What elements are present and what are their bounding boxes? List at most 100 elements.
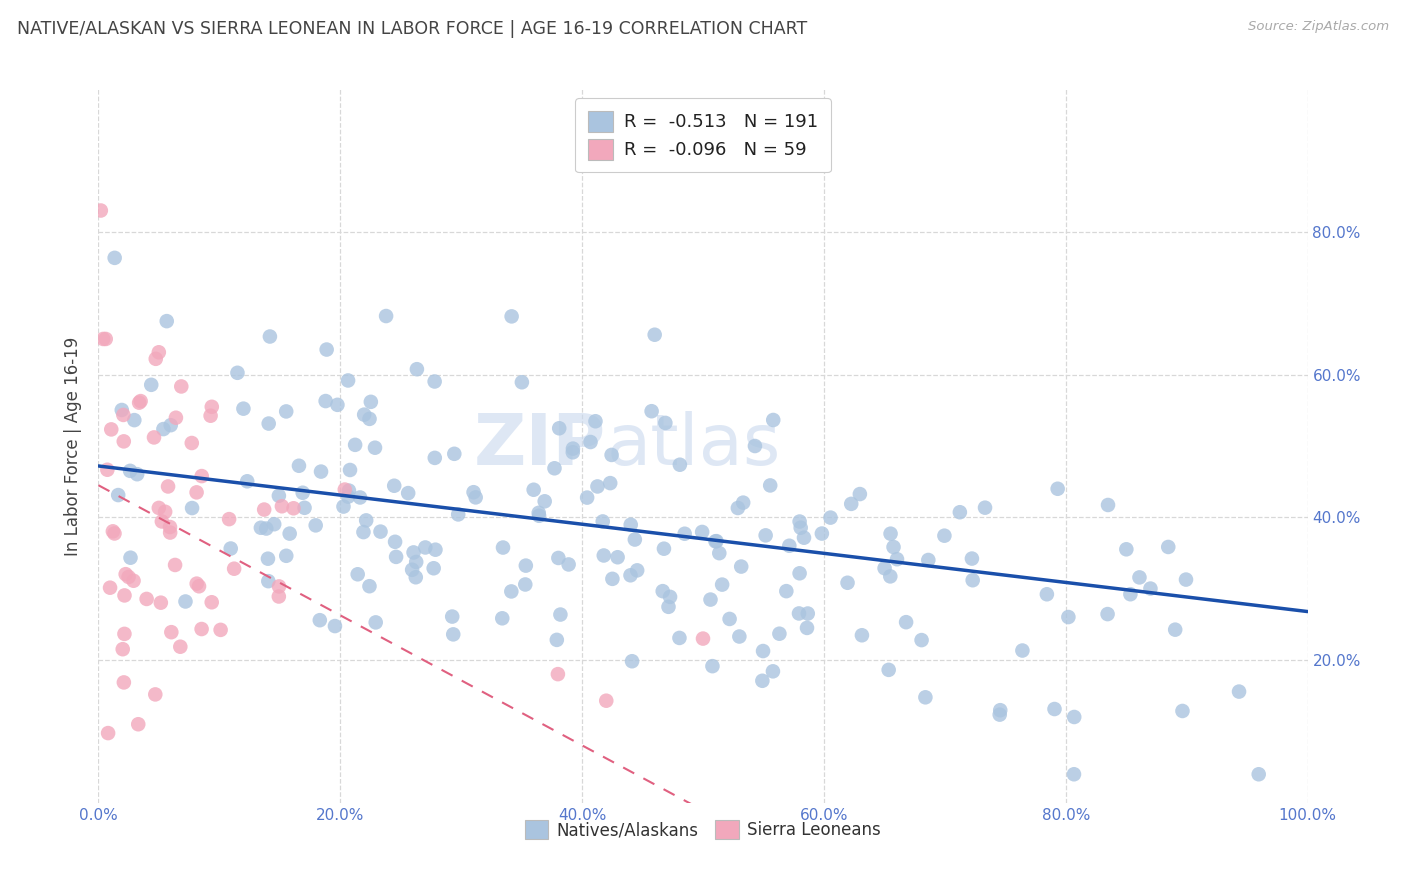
Point	[789, 566, 811, 581]
Point	[624, 533, 647, 547]
Point	[796, 621, 818, 635]
Point	[1097, 498, 1119, 512]
Point	[396, 486, 419, 500]
Point	[621, 654, 644, 668]
Point	[718, 612, 741, 626]
Point	[218, 512, 240, 526]
Point	[294, 500, 316, 515]
Point	[728, 630, 751, 644]
Point	[190, 622, 212, 636]
Point	[271, 500, 294, 514]
Point	[346, 567, 368, 582]
Point	[755, 528, 778, 542]
Point	[533, 494, 555, 508]
Point	[257, 417, 280, 431]
Point	[149, 596, 172, 610]
Point	[673, 526, 696, 541]
Point	[917, 553, 939, 567]
Point	[150, 515, 173, 529]
Point	[332, 500, 354, 514]
Point	[326, 398, 349, 412]
Point	[370, 524, 392, 539]
Point	[127, 467, 149, 482]
Point	[337, 490, 360, 504]
Point	[1128, 570, 1150, 584]
Point	[606, 550, 628, 565]
Point	[527, 508, 550, 523]
Point	[626, 563, 648, 577]
Point	[879, 526, 901, 541]
Point	[620, 517, 643, 532]
Point	[934, 529, 956, 543]
Legend: Natives/Alaskans, Sierra Leoneans: Natives/Alaskans, Sierra Leoneans	[519, 814, 887, 846]
Point	[135, 591, 157, 606]
Point	[1157, 540, 1180, 554]
Point	[333, 483, 356, 497]
Point	[1164, 623, 1187, 637]
Point	[267, 590, 290, 604]
Point	[464, 491, 486, 505]
Point	[354, 513, 377, 527]
Point	[117, 570, 139, 584]
Point	[1043, 702, 1066, 716]
Point	[91, 332, 114, 346]
Point	[974, 500, 997, 515]
Point	[96, 463, 118, 477]
Point	[232, 401, 254, 416]
Point	[654, 416, 676, 430]
Point	[988, 707, 1011, 722]
Point	[122, 574, 145, 588]
Point	[94, 332, 117, 346]
Point	[548, 421, 571, 435]
Point	[851, 628, 873, 642]
Point	[733, 495, 755, 509]
Point	[276, 404, 298, 418]
Point	[413, 541, 436, 555]
Point	[547, 667, 569, 681]
Point	[153, 505, 176, 519]
Point	[100, 422, 122, 436]
Text: Source: ZipAtlas.com: Source: ZipAtlas.com	[1249, 20, 1389, 33]
Y-axis label: In Labor Force | Age 16-19: In Labor Force | Age 16-19	[65, 336, 83, 556]
Point	[337, 483, 360, 498]
Point	[592, 549, 614, 563]
Point	[702, 659, 724, 673]
Point	[201, 595, 224, 609]
Point	[114, 589, 136, 603]
Point	[579, 435, 602, 450]
Point	[263, 517, 285, 532]
Point	[879, 569, 901, 583]
Point	[127, 717, 149, 731]
Point	[143, 430, 166, 444]
Point	[523, 483, 546, 497]
Point	[762, 665, 785, 679]
Point	[160, 625, 183, 640]
Point	[668, 631, 690, 645]
Point	[883, 540, 905, 554]
Point	[1227, 684, 1250, 698]
Point	[768, 626, 790, 640]
Point	[1097, 607, 1119, 621]
Point	[515, 577, 537, 591]
Point	[425, 542, 447, 557]
Point	[599, 476, 621, 491]
Point	[236, 475, 259, 489]
Point	[762, 413, 785, 427]
Point	[423, 375, 446, 389]
Point	[364, 441, 387, 455]
Point	[201, 400, 224, 414]
Point	[405, 555, 427, 569]
Point	[704, 534, 727, 549]
Point	[787, 607, 810, 621]
Point	[550, 607, 572, 622]
Point	[103, 526, 125, 541]
Point	[129, 394, 152, 409]
Point	[960, 551, 983, 566]
Point	[1119, 587, 1142, 601]
Point	[259, 329, 281, 343]
Point	[359, 412, 381, 426]
Point	[156, 314, 179, 328]
Point	[276, 549, 298, 563]
Point	[1011, 643, 1033, 657]
Point	[839, 497, 862, 511]
